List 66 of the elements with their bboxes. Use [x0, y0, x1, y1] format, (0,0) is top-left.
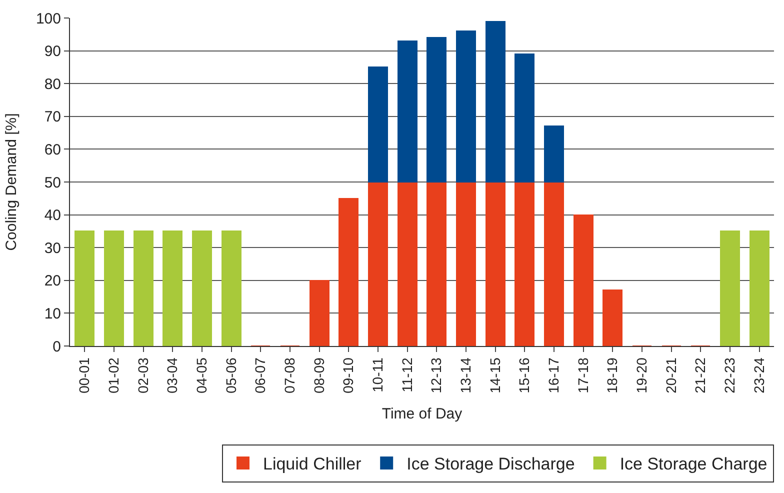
bar — [456, 30, 476, 182]
x-tick-label: 23-24 — [750, 357, 767, 394]
bar — [544, 126, 564, 182]
bar — [368, 182, 388, 346]
x-tick-label: 05-06 — [222, 357, 239, 394]
bar — [397, 40, 418, 182]
x-tick-label: 21-22 — [692, 357, 708, 394]
x-tick-label: 15-16 — [516, 357, 532, 394]
legend-label: Ice Storage Discharge — [406, 454, 575, 474]
bar — [485, 20, 506, 182]
bar — [485, 182, 506, 346]
x-tick-label: 03-04 — [164, 357, 180, 394]
x-tick-label: 10-11 — [370, 357, 386, 392]
y-tick-label: 100 — [36, 10, 61, 28]
y-tick-label: 0 — [52, 338, 61, 356]
bar — [514, 54, 535, 182]
legend-label: Ice Storage Charge — [620, 454, 768, 474]
bar — [162, 230, 183, 346]
y-axis-title: Cooling Demand [%] — [3, 113, 20, 251]
x-tick-label: 18-19 — [604, 357, 620, 394]
x-tick-label: 19-20 — [634, 357, 650, 394]
bar — [544, 182, 564, 346]
x-tick-label: 07-08 — [282, 357, 298, 394]
bar — [74, 230, 95, 346]
y-tick-label: 70 — [44, 108, 61, 126]
y-tick-label: 90 — [44, 43, 61, 60]
bar — [720, 230, 740, 346]
bar — [309, 280, 330, 346]
x-tick-label: 17-18 — [574, 357, 591, 394]
bar — [368, 66, 388, 182]
x-tick-label: 02-03 — [134, 357, 151, 394]
x-tick-label: 09-10 — [340, 357, 356, 394]
bar — [514, 182, 535, 346]
y-tick-label: 80 — [44, 76, 61, 93]
bar — [397, 182, 418, 346]
bar — [456, 182, 476, 346]
bar — [338, 198, 359, 346]
bar — [426, 37, 447, 182]
x-tick-label: 12-13 — [428, 357, 444, 394]
x-tick-label: 16-17 — [546, 357, 562, 394]
x-tick-label: 04-05 — [194, 357, 210, 394]
bar — [573, 214, 594, 346]
y-tick-label: 30 — [44, 240, 61, 257]
y-tick-label: 10 — [44, 305, 61, 322]
bar — [602, 290, 623, 346]
x-tick-label: 14-15 — [486, 357, 503, 394]
x-tick-label: 01-02 — [106, 357, 122, 394]
y-tick-label: 60 — [44, 141, 61, 158]
y-tick-label: 40 — [44, 207, 61, 224]
bar — [426, 182, 447, 346]
x-tick-label: 00-01 — [76, 357, 92, 394]
x-tick-label: 06-07 — [252, 357, 268, 394]
x-tick-label: 08-09 — [310, 357, 327, 394]
x-tick-label: 13-14 — [458, 357, 474, 394]
bar — [221, 230, 242, 346]
legend-label: Liquid Chiller — [263, 454, 362, 474]
x-axis-title: Time of Day — [382, 405, 463, 422]
bar — [133, 230, 154, 346]
y-tick-label: 50 — [44, 174, 61, 192]
bar — [749, 230, 770, 346]
x-tick-label: 22-23 — [722, 357, 738, 394]
x-tick-label: 20-21 — [662, 357, 679, 394]
y-tick-label: 20 — [44, 272, 61, 290]
x-tick-label: 11-12 — [398, 357, 415, 392]
bar — [104, 230, 124, 346]
bar — [192, 230, 212, 346]
